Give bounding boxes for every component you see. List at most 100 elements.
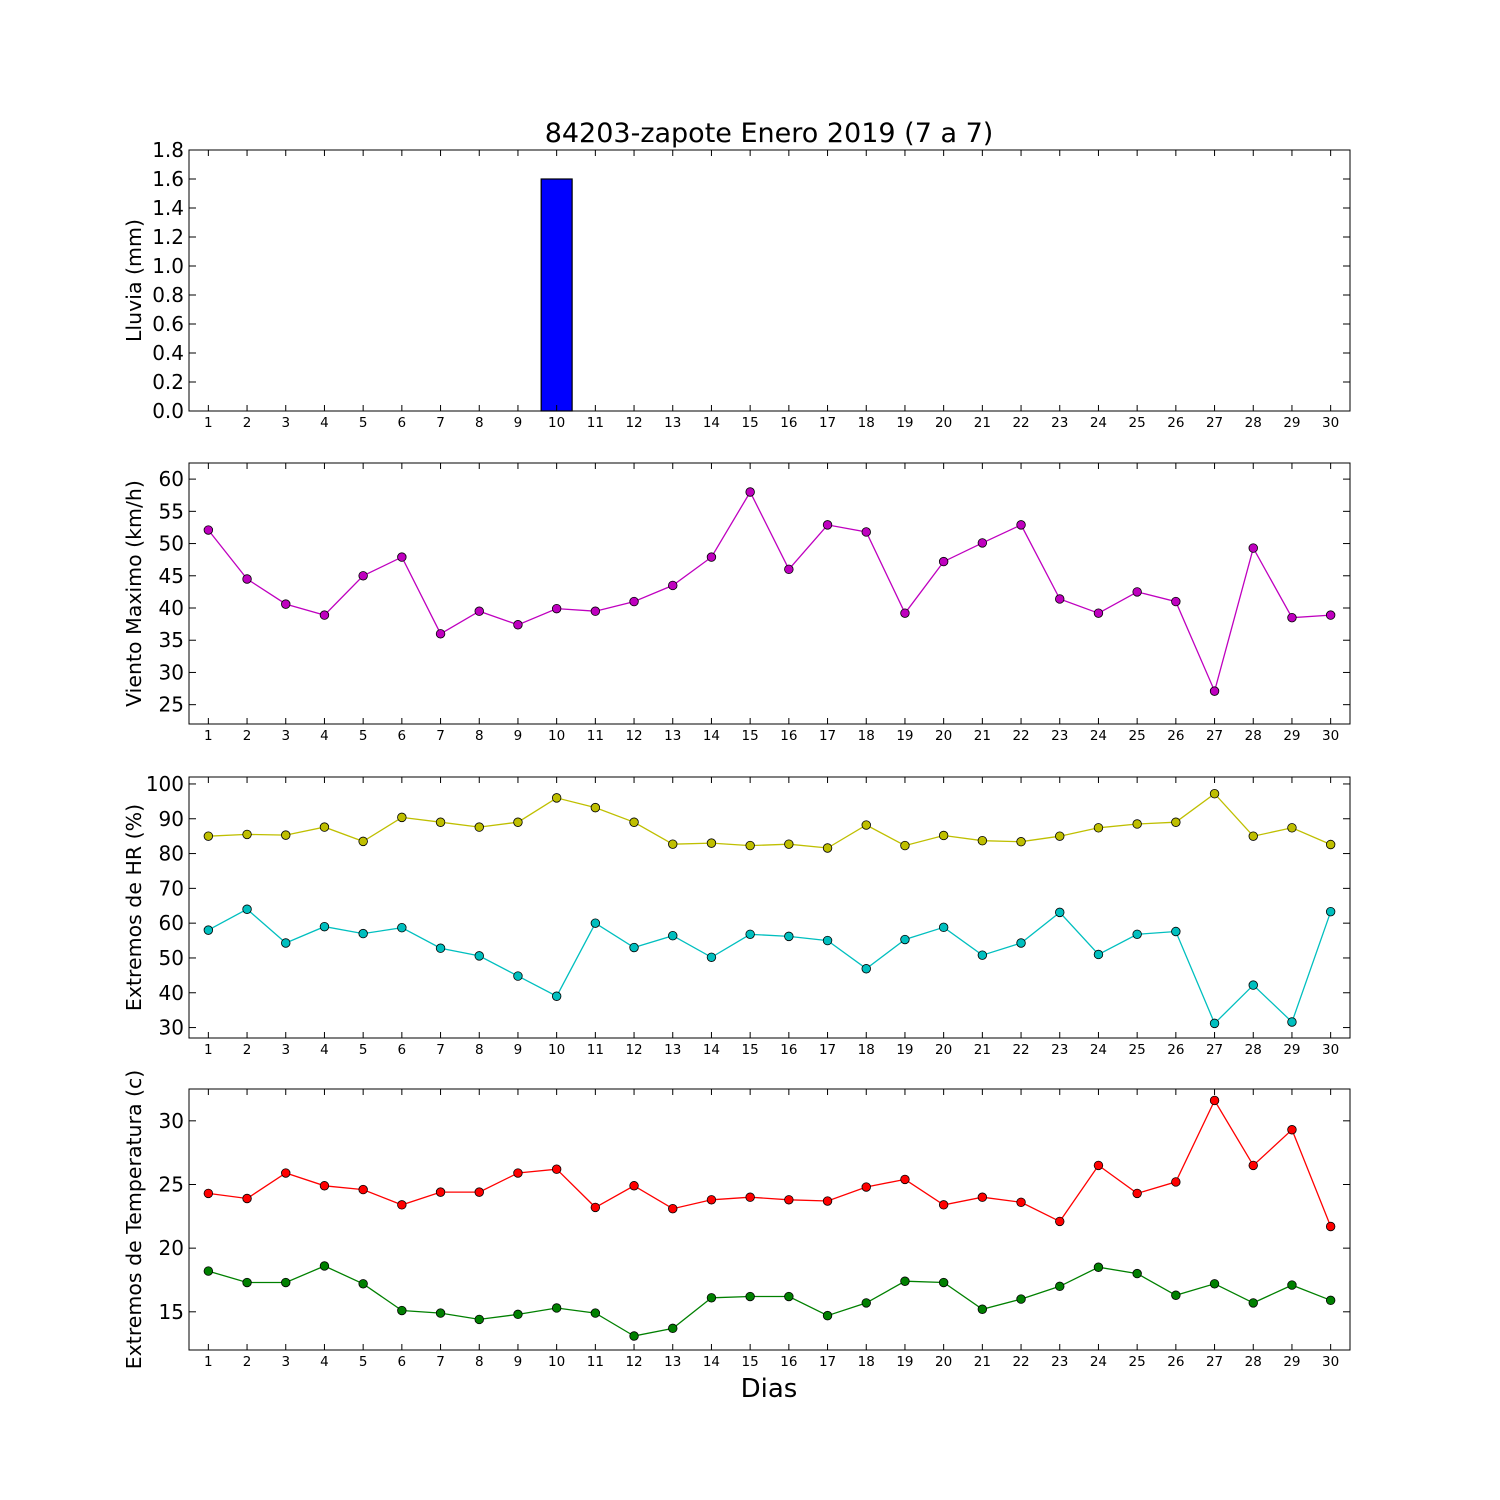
x-tick-label: 20	[935, 415, 952, 431]
x-tick-label: 1	[204, 415, 213, 431]
data-point-day-12	[629, 942, 639, 953]
data-point-day-5	[358, 928, 368, 939]
y-tick-label: 40	[159, 981, 184, 1005]
x-tick-label: 10	[548, 1042, 565, 1058]
data-point-day-15	[745, 1291, 755, 1302]
data-point-day-8	[474, 951, 484, 961]
x-tick-label: 29	[1283, 1042, 1300, 1058]
x-tick-label: 8	[475, 728, 484, 744]
x-tick-label: 2	[243, 415, 252, 431]
x-axis-label: Dias	[741, 1374, 798, 1404]
data-point-day-26	[1171, 1177, 1181, 1187]
x-tick-label: 26	[1167, 1354, 1184, 1370]
data-point-day-16	[784, 1195, 794, 1205]
data-point-day-22	[1016, 1294, 1026, 1304]
y-tick-label: 30	[159, 1109, 184, 1133]
x-tick-label: 29	[1283, 728, 1300, 744]
data-point-day-4	[319, 822, 330, 832]
data-point-day-8	[474, 606, 484, 616]
data-point-day-30	[1325, 906, 1336, 917]
data-point-day-2	[242, 829, 252, 840]
data-point-day-14	[706, 1195, 717, 1205]
x-tick-label: 9	[514, 728, 523, 744]
data-point-day-12	[629, 817, 639, 827]
y-tick-label: 25	[159, 693, 184, 717]
data-point-day-9	[513, 817, 523, 827]
data-point-day-17	[822, 520, 833, 530]
x-tick-label: 18	[858, 415, 875, 431]
data-point-day-10	[551, 991, 562, 1001]
data-point-day-12	[629, 1181, 639, 1191]
x-tick-label: 30	[1322, 728, 1339, 744]
data-point-day-19	[900, 934, 910, 945]
data-point-day-27	[1209, 1018, 1220, 1029]
data-point-day-13	[668, 839, 678, 849]
data-point-day-2	[242, 574, 252, 584]
x-tick-label: 11	[587, 415, 604, 431]
data-point-day-9	[513, 620, 523, 630]
data-point-day-24	[1093, 1262, 1104, 1272]
x-tick-label: 23	[1051, 415, 1068, 431]
data-point-day-5	[358, 571, 368, 581]
panel-lluvia: 0.00.20.40.60.81.01.21.41.61.81 2 3 4 5 6 7 8 9 1…	[122, 138, 1351, 431]
data-point-day-17	[822, 843, 833, 853]
data-point-day-19	[900, 1174, 910, 1185]
data-point-day-5	[358, 1184, 368, 1195]
data-point-day-1	[203, 525, 214, 535]
data-point-day-23	[1055, 907, 1065, 918]
x-tick-label: 19	[896, 1354, 913, 1370]
y-tick-label: 0.4	[152, 341, 184, 365]
data-point-day-26	[1171, 1290, 1181, 1300]
data-point-day-29	[1287, 612, 1297, 623]
y-tick-label: 30	[159, 660, 184, 684]
y-tick-label: 1.2	[152, 225, 184, 249]
y-axis-label-temp: Extremos de Temperatura (c)	[122, 1070, 146, 1370]
x-tick-label: 8	[475, 1042, 484, 1058]
data-point-day-6	[397, 1305, 407, 1316]
data-point-day-9	[513, 1309, 523, 1320]
x-tick-label: 15	[742, 1042, 759, 1058]
x-tick-label: 1	[204, 1042, 213, 1058]
data-point-day-30	[1325, 839, 1336, 850]
data-point-day-4	[319, 921, 330, 932]
x-tick-label: 8	[475, 415, 484, 431]
data-point-day-27	[1209, 686, 1220, 696]
data-point-day-26	[1171, 817, 1181, 827]
data-point-day-17	[822, 1196, 833, 1206]
x-tick-label: 7	[436, 1042, 445, 1058]
data-point-day-20	[938, 1200, 949, 1210]
data-point-day-23	[1055, 1216, 1065, 1227]
data-point-day-19	[900, 608, 910, 618]
series-line-temp_min	[208, 1265, 1331, 1337]
x-tick-label: 16	[780, 728, 797, 744]
y-tick-label: 50	[159, 532, 184, 556]
y-tick-label: 45	[159, 564, 184, 588]
x-tick-label: 14	[703, 415, 720, 431]
x-tick-label: 19	[896, 1042, 913, 1058]
y-tick-label: 70	[159, 876, 184, 900]
data-point-day-16	[784, 1291, 794, 1302]
x-tick-label: 25	[1129, 1354, 1146, 1370]
data-point-day-18	[861, 964, 871, 974]
data-point-day-10	[551, 1164, 562, 1174]
x-tick-label: 13	[664, 415, 681, 431]
x-tick-label: 20	[935, 1354, 952, 1370]
x-tick-label: 29	[1283, 415, 1300, 431]
x-tick-label: 7	[436, 415, 445, 431]
data-point-day-25	[1132, 819, 1142, 829]
data-point-day-11	[590, 1308, 601, 1318]
x-tick-label: 7	[436, 1354, 445, 1370]
data-point-day-23	[1055, 594, 1065, 604]
x-tick-label: 6	[398, 728, 407, 744]
data-point-day-3	[281, 938, 291, 948]
data-point-day-8	[474, 822, 484, 832]
x-tick-label: 13	[664, 1042, 681, 1058]
x-tick-label: 26	[1167, 415, 1184, 431]
data-point-day-25	[1132, 1188, 1142, 1199]
x-tick-label: 10	[548, 728, 565, 744]
x-tick-label: 17	[819, 415, 836, 431]
data-point-day-10	[551, 1303, 562, 1313]
data-point-day-25	[1132, 929, 1142, 939]
data-point-day-4	[319, 1181, 330, 1191]
